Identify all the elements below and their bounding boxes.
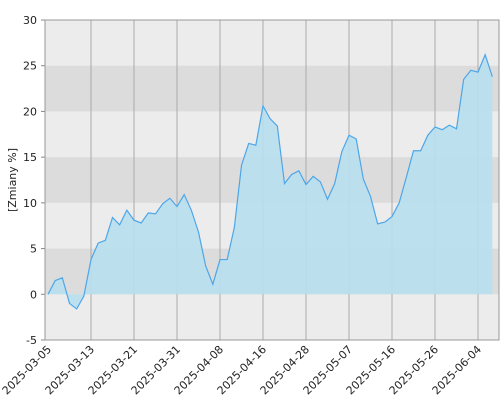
y-tick-label: 30	[23, 14, 37, 27]
y-tick-label: 0	[30, 288, 37, 301]
band	[45, 65, 499, 112]
y-tick-label: 10	[23, 197, 37, 210]
y-tick-label: -5	[26, 334, 37, 347]
y-axis-label: [Zmiany %]	[6, 148, 19, 212]
y-tick-label: 5	[30, 243, 37, 256]
area	[48, 54, 493, 309]
y-tick-label: 20	[23, 105, 37, 118]
y-tick-label: 15	[23, 151, 37, 164]
line	[47, 53, 493, 310]
plot-border	[44, 19, 500, 341]
y-tick-label: 25	[23, 60, 37, 73]
